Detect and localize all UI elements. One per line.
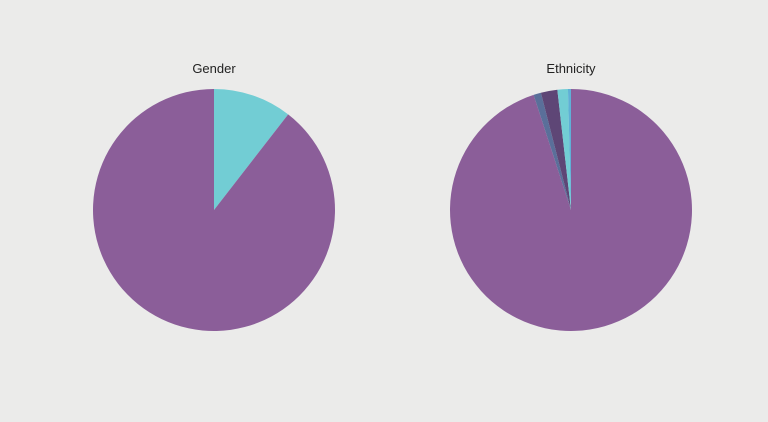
ethnicity-pie (450, 88, 692, 331)
female-slice (214, 89, 289, 210)
ethnicity-slice-3 (540, 89, 571, 210)
ethnicity-slice-2 (533, 92, 571, 210)
ethnicity-slice-5 (567, 89, 571, 210)
male-slice (92, 89, 335, 331)
ethnicity-chart-title: Ethnicity (546, 61, 596, 76)
ethnicity-slice-4 (557, 89, 571, 210)
gender-chart-title: Gender (192, 61, 236, 76)
gender-pie (92, 89, 335, 331)
